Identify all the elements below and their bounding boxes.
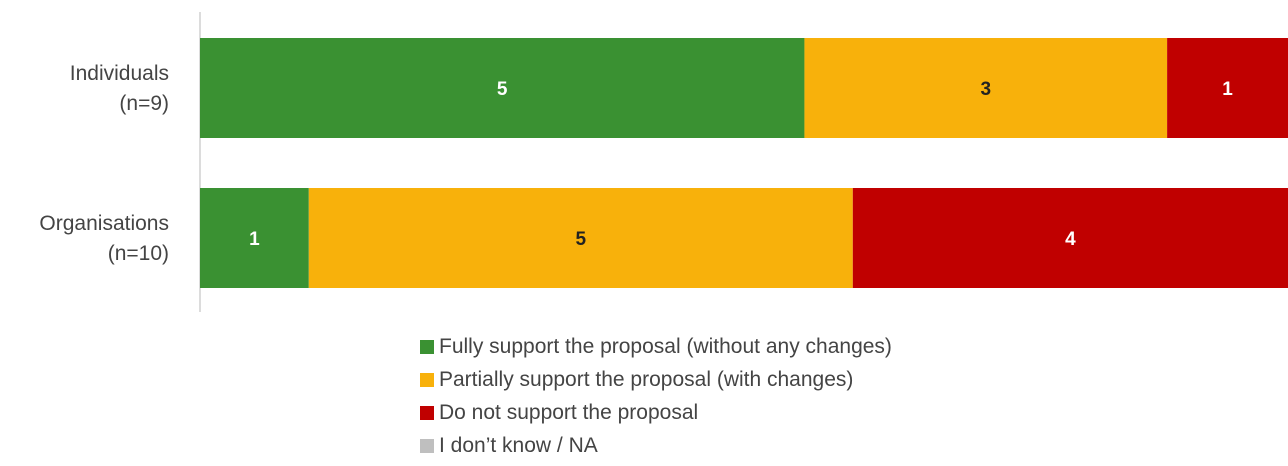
bars-group: 5 3 1 1 5 4 xyxy=(200,38,1288,288)
legend-label: I don’t know / NA xyxy=(439,433,598,457)
legend-swatch-do-not-support xyxy=(420,405,434,420)
bar-segment xyxy=(852,188,1288,288)
category-label: Individuals xyxy=(70,62,169,85)
category-count-label: (n=9) xyxy=(119,92,169,115)
legend-label: Partially support the proposal (with cha… xyxy=(439,367,854,391)
category-count-label: (n=10) xyxy=(108,242,169,265)
category-label: Organisations xyxy=(39,212,169,235)
data-label: 1 xyxy=(249,229,260,250)
legend-item: Partially support the proposal (with cha… xyxy=(420,363,892,396)
bar-segment xyxy=(200,38,805,138)
legend: Fully support the proposal (without any … xyxy=(420,330,892,462)
legend-item: Do not support the proposal xyxy=(420,396,892,429)
bar-segment xyxy=(804,38,1168,138)
data-label: 4 xyxy=(1065,229,1076,250)
legend-swatch-fully-support xyxy=(420,339,434,354)
bar-segment xyxy=(200,188,309,288)
legend-swatch-dont-know xyxy=(420,438,434,453)
legend-item: I don’t know / NA xyxy=(420,429,892,462)
data-label: 3 xyxy=(980,79,991,100)
bar-segment xyxy=(308,188,853,288)
legend-swatch-partially-support xyxy=(420,372,434,387)
legend-label: Do not support the proposal xyxy=(439,400,699,424)
legend-label: Fully support the proposal (without any … xyxy=(439,334,892,358)
data-label: 1 xyxy=(1222,79,1233,100)
legend-item: Fully support the proposal (without any … xyxy=(420,330,892,363)
stacked-bar-chart: 5 3 1 1 5 4 Individuals (n=9) Organisations (n=1… xyxy=(39,12,1288,312)
bar-segment xyxy=(1167,38,1288,138)
data-label: 5 xyxy=(497,79,508,100)
category-labels: Individuals (n=9) Organisations (n=10) xyxy=(39,62,169,265)
data-label: 5 xyxy=(576,229,587,250)
